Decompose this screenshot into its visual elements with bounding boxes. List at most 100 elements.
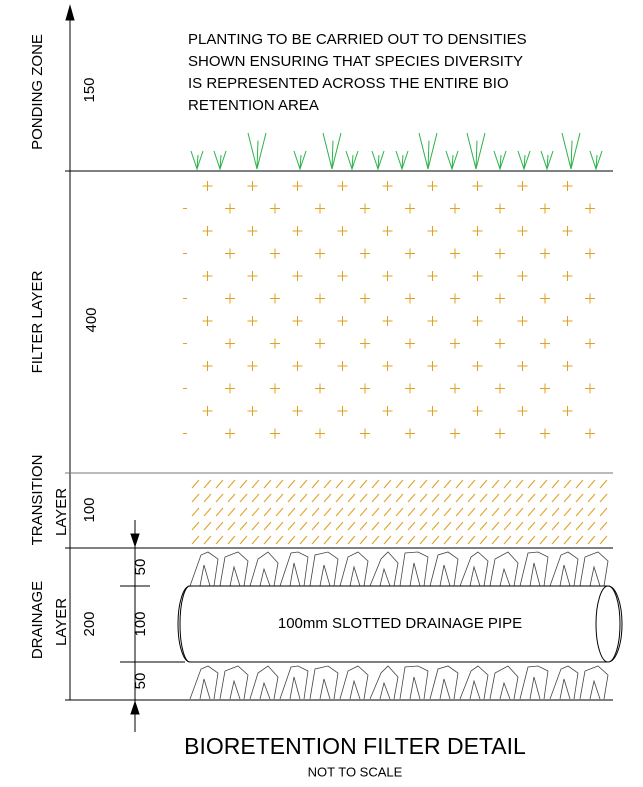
hatch (191, 493, 200, 503)
hatch (503, 493, 512, 503)
arrow (130, 700, 140, 715)
hatch (515, 507, 524, 517)
plus (472, 361, 483, 371)
hatch (371, 521, 380, 531)
layer-name: LAYER (53, 488, 70, 536)
hatch (599, 493, 608, 503)
stone (249, 665, 279, 700)
hatch (395, 535, 404, 545)
grass (213, 150, 227, 171)
plus (495, 383, 505, 394)
plus (315, 338, 325, 349)
hatch (383, 507, 392, 517)
note: PLANTING TO BE CARRIED OUT TO DENSITIES … (188, 31, 527, 114)
plus (405, 428, 415, 439)
stone (459, 665, 489, 700)
plus (202, 316, 213, 326)
hatch (311, 479, 320, 489)
hatch (515, 521, 524, 531)
hatch (587, 493, 596, 503)
plus (202, 406, 213, 416)
note-line: PLANTING TO BE CARRIED OUT TO DENSITIES (188, 31, 527, 48)
grass (322, 132, 342, 170)
hatch (455, 479, 464, 489)
pipe-end (595, 585, 621, 663)
hatch (407, 521, 416, 531)
hatch (395, 521, 404, 531)
hatch (383, 521, 392, 531)
plus (427, 271, 438, 281)
plus (517, 271, 528, 281)
plus (337, 361, 348, 371)
stone (219, 665, 249, 700)
plus (270, 383, 280, 394)
hatch (347, 521, 356, 531)
grass (445, 150, 459, 171)
hatch (539, 521, 548, 531)
hatch (419, 521, 428, 531)
stone (459, 551, 489, 587)
hatch (407, 493, 416, 503)
stone (339, 551, 369, 587)
plus (517, 226, 528, 236)
grass (540, 150, 554, 171)
sub-depth: 50 (132, 559, 149, 576)
plus (427, 181, 438, 191)
pipe-end (179, 585, 191, 663)
stone (279, 551, 309, 587)
hatch (227, 535, 236, 545)
hatch (311, 493, 320, 503)
sub-depth: 100 (132, 611, 149, 636)
plus (225, 248, 235, 259)
hatch (467, 507, 476, 517)
hatch (359, 507, 368, 517)
plus (517, 316, 528, 326)
plus (562, 181, 573, 191)
plus (225, 203, 235, 214)
hatch (383, 493, 392, 503)
hatch (419, 479, 428, 489)
hatch (551, 507, 560, 517)
hatch (407, 507, 416, 517)
hatch (563, 507, 572, 517)
hatch (227, 507, 236, 517)
grass (345, 150, 359, 171)
plus (247, 316, 258, 326)
layer-name: FILTER LAYER (29, 270, 46, 373)
hatch (431, 507, 440, 517)
stone (579, 665, 609, 700)
stone (219, 551, 249, 587)
plus (495, 428, 505, 439)
stone (249, 551, 279, 587)
plus (427, 316, 438, 326)
plus (540, 383, 550, 394)
layer-name: TRANSITION (29, 455, 46, 546)
grass (247, 132, 267, 170)
hatch (527, 493, 536, 503)
hatch (335, 493, 344, 503)
hatch (311, 507, 320, 517)
hatch (203, 507, 212, 517)
hatch (371, 493, 380, 503)
plus (540, 293, 550, 304)
hatch (263, 507, 272, 517)
layer-name: DRAINAGE (29, 581, 46, 659)
plus (472, 226, 483, 236)
hatch (431, 521, 440, 531)
hatch (239, 535, 248, 545)
plus (247, 226, 258, 236)
plus (337, 406, 348, 416)
hatch (395, 479, 404, 489)
hatch (203, 479, 212, 489)
plus (540, 338, 550, 349)
plus (450, 203, 460, 214)
plus (360, 293, 370, 304)
hatch (251, 507, 260, 517)
hatch (491, 493, 500, 503)
plus (472, 271, 483, 281)
stone (399, 665, 429, 700)
hatch (587, 535, 596, 545)
hatch (275, 535, 284, 545)
plus (382, 361, 393, 371)
